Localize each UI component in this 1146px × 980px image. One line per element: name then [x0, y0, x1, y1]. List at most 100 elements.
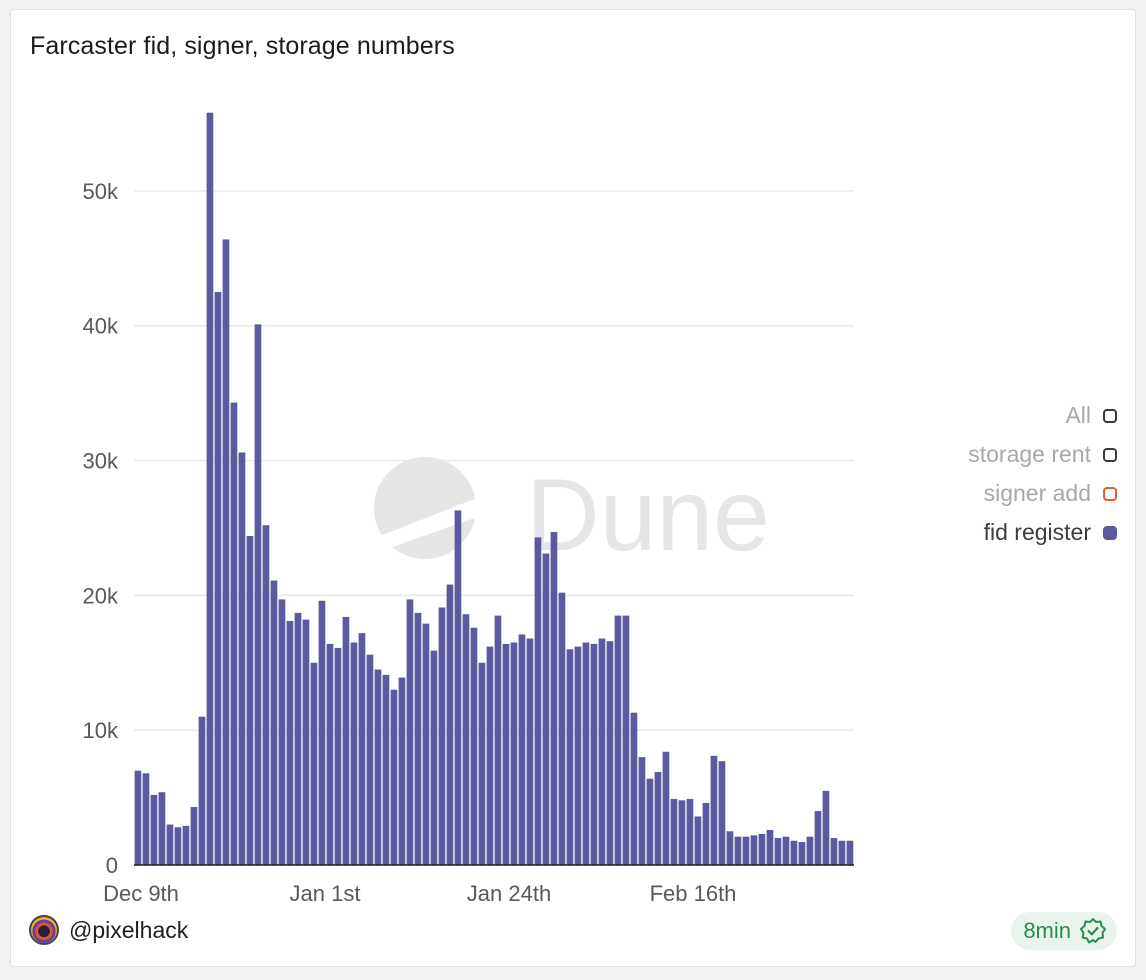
bar[interactable] [510, 642, 518, 865]
author-link[interactable]: @pixelhack [29, 915, 188, 945]
bar[interactable] [614, 615, 622, 865]
bar[interactable] [622, 615, 630, 865]
bar[interactable] [206, 112, 214, 865]
bar[interactable] [246, 536, 254, 865]
bar[interactable] [470, 627, 478, 865]
bar[interactable] [134, 770, 142, 866]
bar[interactable] [198, 716, 206, 865]
bar[interactable] [590, 643, 598, 865]
bar[interactable] [646, 778, 654, 865]
bar[interactable] [190, 807, 198, 865]
legend-swatch-icon [1103, 486, 1117, 501]
bar[interactable] [526, 638, 534, 866]
legend-item-fid-register[interactable]: fid register [968, 513, 1117, 552]
bar[interactable] [750, 835, 758, 865]
bar[interactable] [742, 836, 750, 865]
bar[interactable] [550, 531, 558, 865]
bar[interactable] [446, 584, 454, 865]
bar[interactable] [790, 840, 798, 865]
bar[interactable] [814, 811, 822, 865]
bar[interactable] [254, 324, 262, 865]
bar[interactable] [726, 831, 734, 865]
bar[interactable] [286, 620, 294, 865]
bar[interactable] [334, 647, 342, 865]
bar[interactable] [326, 643, 334, 865]
bar[interactable] [774, 838, 782, 865]
bar[interactable] [694, 816, 702, 865]
bar[interactable] [270, 580, 278, 865]
legend-item-all[interactable]: All [968, 396, 1117, 435]
bar[interactable] [430, 650, 438, 865]
bar[interactable] [278, 599, 286, 865]
bar[interactable] [214, 292, 222, 865]
bar[interactable] [558, 592, 566, 865]
bar[interactable] [702, 802, 710, 865]
bar[interactable] [366, 654, 374, 865]
bar[interactable] [838, 840, 846, 865]
bar[interactable] [454, 510, 462, 865]
bar[interactable] [350, 642, 358, 865]
freshness-badge[interactable]: 8min [1011, 912, 1117, 950]
bar[interactable] [342, 616, 350, 865]
legend-label: All [1065, 402, 1091, 428]
bar[interactable] [654, 771, 662, 865]
bar[interactable] [822, 790, 830, 865]
bar[interactable] [598, 638, 606, 866]
bar[interactable] [414, 612, 422, 865]
bar[interactable] [670, 798, 678, 865]
bar[interactable] [222, 239, 230, 865]
bar[interactable] [606, 641, 614, 865]
bar[interactable] [566, 649, 574, 865]
x-tick-label: Dec 9th [103, 881, 179, 906]
bar[interactable] [734, 836, 742, 865]
bar[interactable] [534, 537, 542, 865]
bar[interactable] [630, 712, 638, 865]
bar[interactable] [142, 773, 150, 865]
legend-item-storage-rent[interactable]: storage rent [968, 435, 1117, 474]
bar[interactable] [382, 674, 390, 865]
bar[interactable] [230, 402, 238, 865]
bar[interactable] [294, 612, 302, 865]
legend-item-signer-add[interactable]: signer add [968, 474, 1117, 513]
bar[interactable] [318, 600, 326, 865]
bar[interactable] [406, 599, 414, 865]
bar[interactable] [398, 677, 406, 865]
bar[interactable] [150, 794, 158, 865]
bar[interactable] [806, 836, 814, 865]
bar[interactable] [390, 689, 398, 865]
bar[interactable] [718, 761, 726, 865]
bar[interactable] [462, 614, 470, 865]
bar[interactable] [486, 646, 494, 865]
bar[interactable] [174, 827, 182, 865]
bar[interactable] [238, 452, 246, 865]
bar[interactable] [422, 623, 430, 865]
bar[interactable] [798, 842, 806, 865]
bar[interactable] [758, 833, 766, 865]
bar[interactable] [574, 646, 582, 865]
bar[interactable] [782, 836, 790, 865]
bar[interactable] [638, 757, 646, 865]
bar[interactable] [310, 662, 318, 865]
bar[interactable] [846, 840, 854, 865]
bar[interactable] [158, 792, 166, 865]
bar[interactable] [438, 607, 446, 865]
bar[interactable] [182, 825, 190, 865]
bar[interactable] [262, 525, 270, 865]
bar[interactable] [518, 634, 526, 865]
watermark-text: Dune [526, 458, 770, 572]
bar[interactable] [582, 642, 590, 865]
bar[interactable] [678, 800, 686, 865]
bar[interactable] [710, 755, 718, 865]
bar[interactable] [766, 829, 774, 865]
bar[interactable] [502, 643, 510, 865]
bar[interactable] [662, 751, 670, 865]
bar[interactable] [302, 619, 310, 866]
bar[interactable] [686, 798, 694, 865]
bar[interactable] [830, 838, 838, 865]
bar[interactable] [542, 553, 550, 865]
bar[interactable] [358, 633, 366, 865]
bar[interactable] [374, 669, 382, 865]
bar[interactable] [494, 615, 502, 865]
bar[interactable] [478, 662, 486, 865]
bar[interactable] [166, 824, 174, 865]
